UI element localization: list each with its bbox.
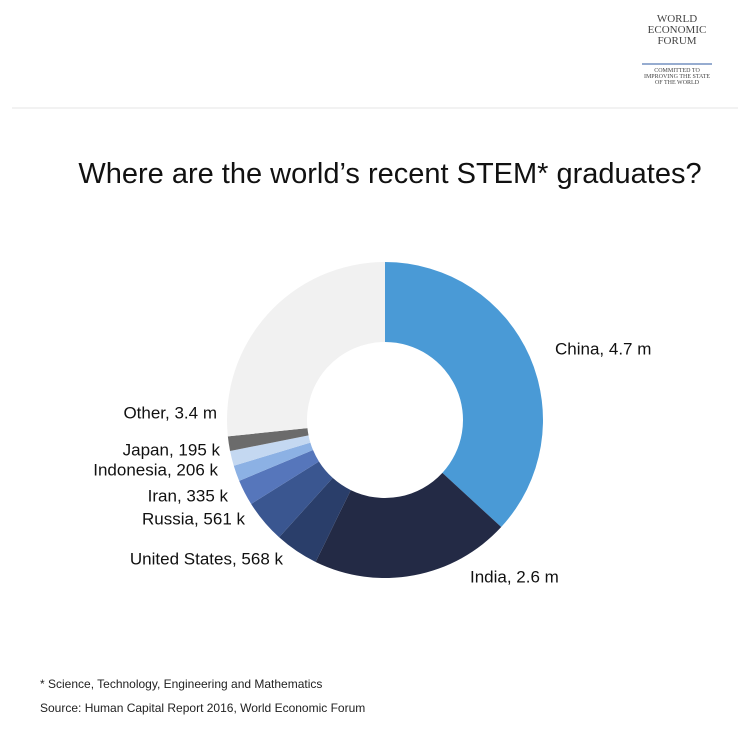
slice-label: Japan, 195 k: [123, 440, 221, 459]
slice: [227, 262, 385, 437]
slice: [251, 461, 333, 538]
logo-tagline: OF THE WORLD: [655, 80, 700, 86]
slice: [239, 450, 319, 504]
slice-label: Other, 3.4 m: [123, 403, 217, 422]
logo-text: ECONOMIC: [648, 24, 707, 36]
slice-label: Russia, 561 k: [142, 509, 245, 528]
logo-tagline: IMPROVING THE STATE: [644, 74, 710, 80]
slice: [279, 477, 351, 562]
slice-label: China, 4.7 m: [555, 339, 651, 358]
slice-label: Indonesia, 206 k: [93, 460, 218, 479]
footnote: * Science, Technology, Engineering and M…: [40, 677, 322, 691]
slice-label: Iran, 335 k: [148, 486, 229, 505]
chart-title: Where are the world’s recent STEM* gradu…: [78, 158, 701, 190]
logo-tagline: COMMITTED TO: [654, 68, 700, 74]
logo-text: FORUM: [657, 35, 696, 47]
logo-text: WORLD: [657, 13, 697, 25]
slice: [227, 428, 309, 452]
slice: [315, 472, 502, 578]
logo: WORLD ECONOMIC FORUM COMMITTED TO IMPROV…: [642, 13, 712, 86]
slice: [230, 435, 311, 466]
slice-label: United States, 568 k: [130, 549, 284, 568]
slice: [385, 262, 543, 528]
donut: China, 4.7 m India, 2.6 m United States, 5…: [93, 262, 651, 586]
slice-label: India, 2.6 m: [470, 567, 559, 586]
source: Source: Human Capital Report 2016, World…: [40, 701, 365, 715]
slice: [233, 442, 314, 481]
